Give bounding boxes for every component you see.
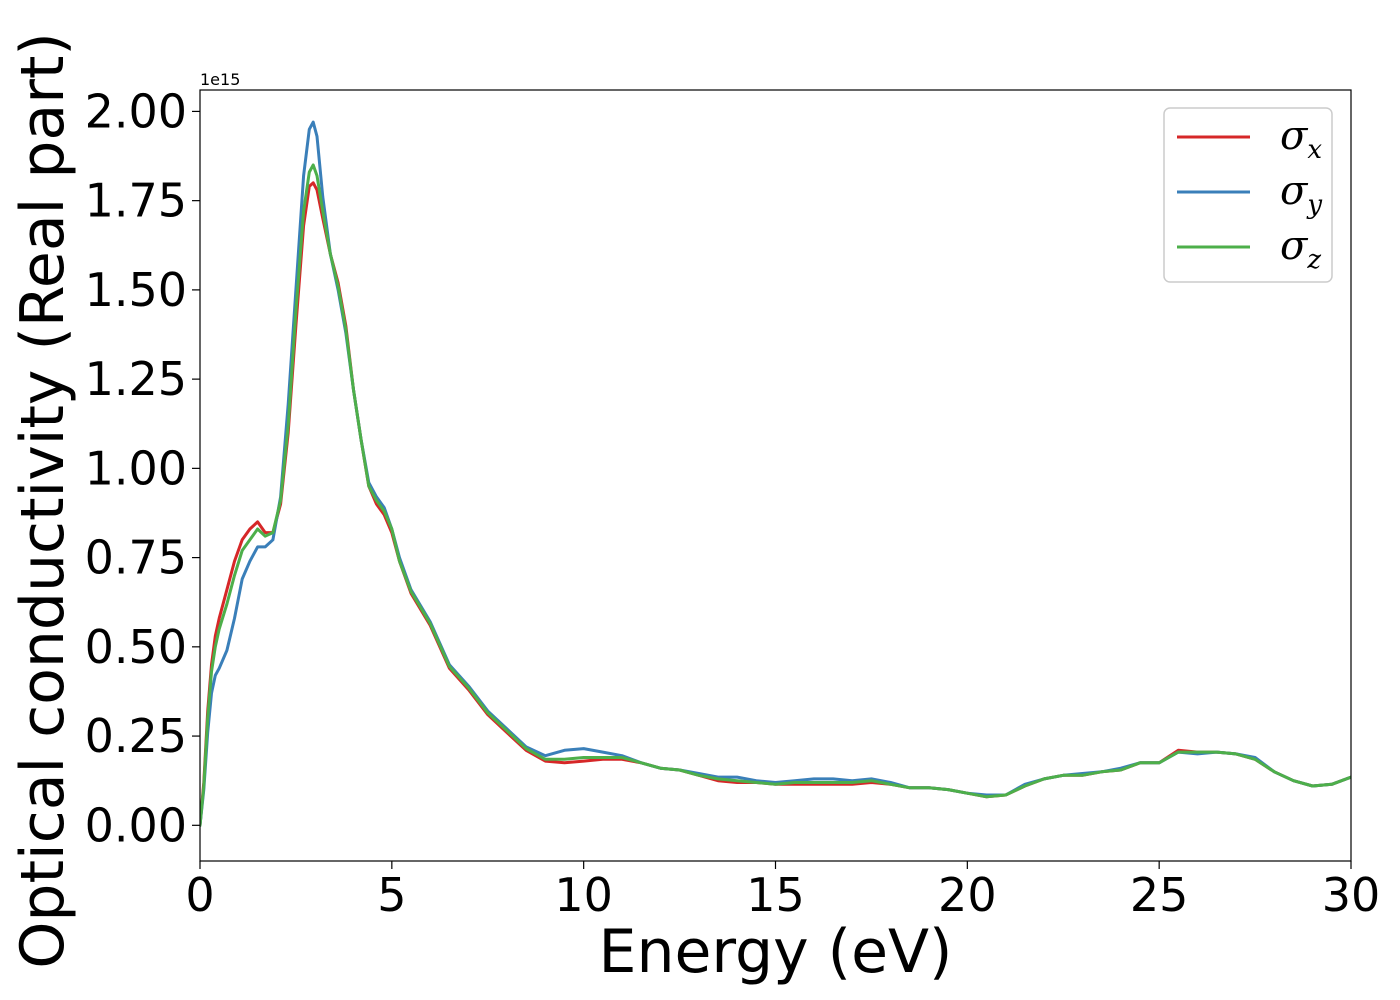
plot-area [200, 120, 1351, 827]
x-tick-label: 25 [1130, 868, 1189, 922]
y-tick-label: 1.00 [85, 441, 187, 495]
legend-entry-y: σy [1280, 168, 1322, 220]
y-tick-label: 1.25 [85, 352, 187, 406]
legend-entry-x: σx [1280, 113, 1322, 165]
x-tick-label: 5 [377, 868, 406, 922]
y-axis-offset-label: 1e15 [200, 70, 240, 89]
series-line-z [200, 163, 1351, 827]
y-tick-label: 1.75 [85, 174, 187, 228]
x-tick-label: 10 [554, 868, 613, 922]
legend-box [1163, 107, 1333, 283]
y-tick-label: 0.50 [85, 620, 187, 674]
x-tick-label: 0 [185, 868, 214, 922]
series-group [200, 120, 1351, 827]
y-tick-label: 2.00 [85, 84, 187, 138]
legend-entry-z: σz [1280, 223, 1321, 275]
axes: 0 5 10 15 20 25 30 0.00 0.25 0.50 0.75 1.00 1.25 1.50… [85, 84, 1381, 922]
y-tick-label: 1.50 [85, 263, 187, 317]
y-tick-label: 0.25 [85, 709, 187, 763]
y-tick-label: 0.00 [85, 798, 187, 852]
x-tick-label: 20 [938, 868, 997, 922]
x-axis-label: Energy (eV) [599, 917, 953, 987]
y-tick-label: 0.75 [85, 531, 187, 585]
y-axis-label: Optical conductivity (Real part) [8, 32, 78, 969]
x-tick-label: 15 [746, 868, 805, 922]
x-tick-label: 30 [1322, 868, 1381, 922]
